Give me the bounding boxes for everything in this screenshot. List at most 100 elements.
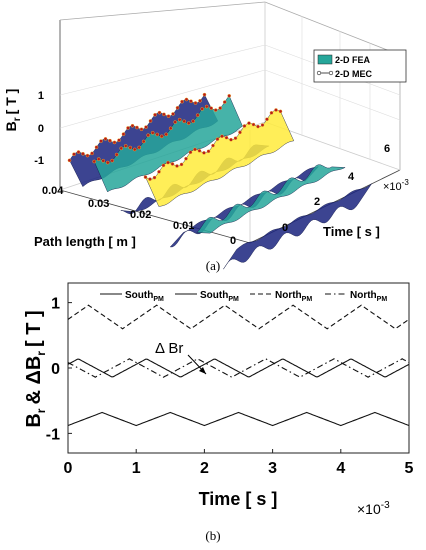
legend-b: SouthPM SouthPM NorthPM NorthPM	[100, 290, 387, 303]
plot-frame-b	[67, 282, 410, 454]
mec-marker	[265, 117, 269, 122]
mec-marker	[153, 112, 157, 117]
mec-marker	[260, 123, 265, 127]
mec-marker	[126, 126, 130, 130]
mec-marker	[132, 147, 137, 152]
mec-marker	[85, 153, 90, 158]
zlabel-a-unit: [ T ]	[3, 89, 19, 115]
legend-a-mec-marker-2	[328, 70, 334, 76]
legend-a-mec-marker-1	[316, 70, 322, 76]
legend-b-label: NorthPM	[275, 290, 312, 303]
series-line	[67, 358, 410, 378]
ylabel-b: Br& ΔBr[ T ]	[23, 310, 48, 427]
mec-marker	[179, 162, 184, 167]
x-tick-label-b: 3	[268, 460, 277, 477]
z-tick-label: 0	[38, 123, 44, 135]
mec-marker	[141, 139, 146, 144]
mec-marker	[191, 119, 195, 124]
y-tick-label-a: 2	[314, 196, 320, 208]
ylabel-b-mid: & ΔB	[23, 356, 45, 405]
mec-marker	[81, 151, 85, 156]
mec-marker	[67, 158, 72, 163]
ylabel-b-sub: r	[34, 408, 48, 413]
mec-marker	[170, 162, 175, 166]
mec-marker	[188, 150, 193, 155]
x-ticks-a: 0.04 0.03 0.02 0.01 0	[42, 185, 236, 247]
mec-marker	[251, 122, 256, 127]
mec-marker	[157, 110, 162, 115]
ylabel-a: Time [ s ]	[323, 224, 380, 239]
mec-marker	[209, 106, 213, 110]
mec-marker	[90, 151, 94, 156]
x-tick-label-b: 0	[64, 460, 73, 477]
mec-marker	[108, 138, 112, 143]
mec-marker	[211, 143, 215, 148]
mec-marker	[101, 158, 105, 163]
mec-marker	[195, 113, 200, 117]
mec-marker	[197, 149, 202, 153]
mec-marker	[171, 112, 175, 116]
mec-marker	[182, 119, 186, 124]
mec-marker	[164, 132, 168, 137]
mec-marker	[94, 145, 99, 150]
x-tick-label-a: 0	[230, 235, 236, 247]
legend-a-mec-label: 2-D MEC	[335, 69, 373, 79]
x-tick-label-b: 5	[405, 460, 414, 477]
mec-marker	[72, 152, 76, 157]
mec-marker	[162, 112, 166, 117]
mec-marker	[206, 149, 211, 154]
x-tick-label-a: 0.04	[42, 185, 64, 197]
z-tick-label: -1	[34, 155, 44, 167]
svg-text:Br[ T ]: Br [ T ]	[3, 89, 23, 132]
mec-marker	[130, 123, 135, 128]
mec-marker	[152, 175, 157, 180]
series-line	[67, 411, 410, 427]
mec-marker	[123, 144, 128, 148]
x-tick-label-b: 1	[132, 460, 141, 477]
legend-a-fea-label: 2-D FEA	[335, 55, 371, 65]
xlabel-a: Path length [ m ]	[34, 234, 136, 249]
surface-ribbon	[223, 183, 372, 270]
mec-marker	[278, 109, 283, 114]
surface-mec-markers	[67, 92, 283, 181]
y-tick-label-b: 1	[51, 296, 60, 313]
x-exponent-b: ×10-3	[357, 500, 390, 517]
mec-marker	[114, 152, 119, 157]
y-tick-label-a: 4	[348, 171, 355, 183]
mec-marker	[139, 127, 144, 132]
mec-marker	[220, 134, 224, 139]
mec-marker	[202, 151, 206, 155]
series-line	[67, 358, 410, 378]
mec-marker	[112, 140, 117, 145]
mec-marker	[186, 121, 191, 125]
mec-marker	[215, 137, 220, 141]
y-exponent-a: ×10-3	[383, 178, 409, 193]
mec-marker	[200, 107, 204, 111]
mec-marker	[198, 98, 202, 103]
ylabel-b-unit: [ T ]	[23, 310, 45, 347]
annotation-arrowhead	[199, 367, 206, 374]
x-tick-label-a: 0.02	[130, 209, 151, 221]
mec-marker	[238, 130, 242, 135]
zlabel-a: Br [ T ]	[3, 89, 23, 132]
mec-marker	[148, 177, 152, 181]
svg-text:Br& ΔBr[ T ]: Br& ΔBr[ T ]	[23, 310, 48, 427]
x-tick-label-b: 2	[200, 460, 209, 477]
zlabel-a-sub: r	[12, 117, 23, 121]
mec-marker	[184, 156, 188, 161]
mec-marker	[175, 164, 179, 168]
y-tick-label-b: -1	[46, 426, 60, 443]
mec-marker	[143, 175, 148, 179]
mec-marker	[146, 133, 150, 138]
mec-marker	[76, 150, 81, 154]
xlabel-b: Time [ s ]	[199, 489, 278, 509]
mec-marker	[135, 125, 139, 130]
annotation-delta-br: Δ Br	[155, 340, 183, 357]
legend-a-fea-swatch	[317, 54, 333, 65]
mec-marker	[202, 92, 207, 97]
zlabel-a-text: B	[3, 121, 19, 131]
mec-marker	[168, 126, 173, 131]
mec-marker	[213, 108, 218, 112]
